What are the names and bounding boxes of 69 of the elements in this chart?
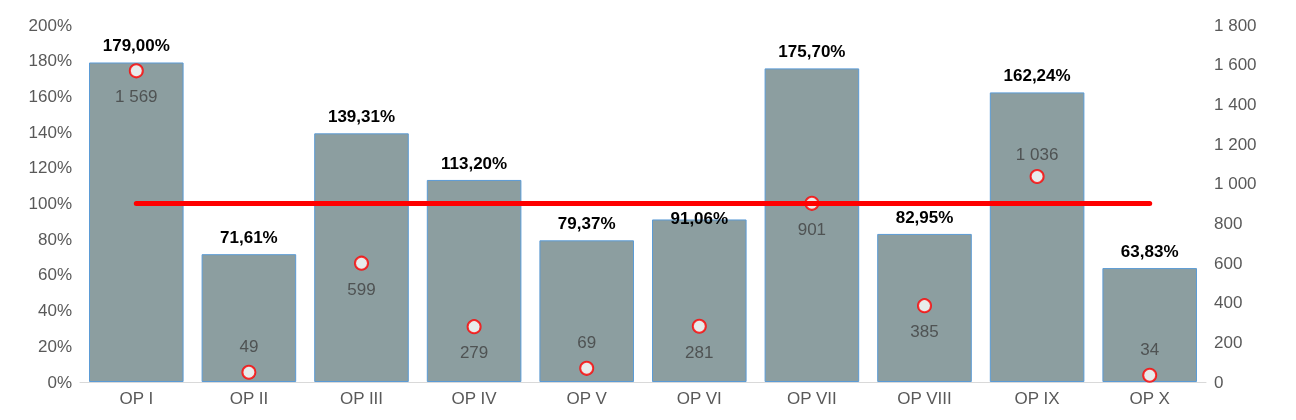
x-tick-label: OP VIII	[897, 389, 952, 408]
x-tick-label: OP VI	[676, 389, 722, 408]
point	[128, 63, 144, 79]
y-tick-label: 200%	[28, 15, 72, 35]
data-label: 1 569	[115, 87, 158, 107]
y2-tick-label: 1 400	[1214, 94, 1257, 114]
x-tick-label: OP III	[339, 389, 384, 408]
data-label: 279	[459, 343, 489, 363]
x-tick-label: OP II	[229, 389, 269, 408]
y2-tick-label: 1 200	[1214, 134, 1257, 154]
data-label: 901	[797, 219, 827, 239]
x-tick-label: OP IX	[1014, 389, 1060, 408]
y-tick-label: 40%	[37, 301, 72, 321]
data-label: 599	[347, 279, 376, 299]
point	[691, 318, 707, 334]
x-tick-label: OP X	[1129, 389, 1170, 408]
y2-tick-label: 200	[1214, 332, 1243, 352]
data-label: 179,00%	[102, 36, 170, 56]
data-label: 113,20%	[441, 153, 508, 173]
bar	[764, 68, 860, 382]
bar	[989, 92, 1085, 382]
bar	[539, 240, 634, 382]
y-tick-label: 180%	[28, 51, 72, 71]
bar	[314, 133, 409, 382]
data-label: 139,31%	[327, 107, 396, 127]
y-tick-label: 0%	[47, 372, 72, 392]
point	[1029, 169, 1045, 185]
y2-tick-label: 1 000	[1214, 174, 1257, 194]
point	[241, 364, 257, 380]
point	[1142, 367, 1158, 383]
point	[466, 319, 482, 335]
data-label: 71,61%	[220, 228, 278, 248]
data-label: 79,37%	[557, 214, 616, 234]
y2-tick-label: 1 600	[1214, 55, 1257, 75]
bar	[877, 233, 972, 382]
y-tick-label: 60%	[37, 265, 72, 285]
point	[917, 298, 932, 314]
data-label: 175,70%	[778, 42, 846, 62]
y-tick-label: 160%	[28, 86, 72, 106]
data-label: 82,95%	[895, 207, 954, 227]
y2-tick-label: 0	[1214, 372, 1224, 392]
x-tick-label: OP IV	[451, 389, 498, 408]
data-label: 1 036	[1015, 145, 1059, 165]
x-tick-label: OP V	[566, 389, 608, 408]
data-label: 63,83%	[1120, 242, 1179, 262]
data-label: 34	[1140, 339, 1160, 359]
data-label: 385	[910, 322, 939, 342]
y-tick-label: 140%	[28, 122, 72, 142]
point	[579, 360, 595, 376]
y2-tick-label: 1 800	[1214, 15, 1257, 35]
y2-tick-label: 400	[1214, 293, 1243, 313]
data-label: 162,24%	[1003, 66, 1071, 86]
bar	[201, 254, 297, 382]
y-tick-label: 80%	[37, 229, 72, 249]
bar	[1102, 268, 1197, 382]
data-label: 69	[577, 332, 597, 352]
data-label: 49	[239, 336, 259, 356]
point	[354, 255, 369, 271]
y-tick-label: 120%	[28, 158, 72, 178]
bar	[89, 62, 184, 382]
data-label: 281	[685, 342, 714, 362]
y2-tick-label: 600	[1214, 253, 1243, 273]
x-tick-label: OP I	[119, 389, 154, 408]
y2-tick-label: 800	[1214, 213, 1243, 233]
y-tick-label: 100%	[28, 194, 72, 213]
data-label: 91,06%	[670, 208, 729, 228]
y-tick-label: 20%	[37, 336, 72, 356]
bar	[426, 179, 522, 382]
x-tick-label: OP VII	[787, 389, 837, 408]
